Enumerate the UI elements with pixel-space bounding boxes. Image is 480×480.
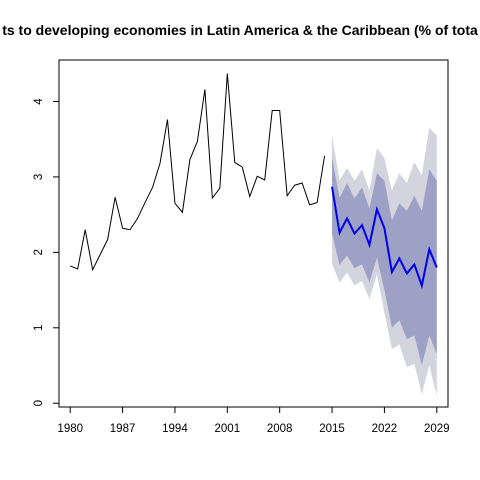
confidence-bands bbox=[332, 127, 437, 396]
series-lines bbox=[70, 73, 438, 290]
x-tick-label: 2022 bbox=[372, 423, 398, 435]
x-tick-label: 2008 bbox=[267, 423, 293, 435]
x-tick-label: 2001 bbox=[215, 423, 241, 435]
band-80 bbox=[332, 158, 437, 366]
x-axis: 1980 1987 1994 2001 2008 2015 2022 2029 bbox=[57, 406, 450, 435]
forecast-line bbox=[331, 186, 438, 290]
y-tick-label: 2 bbox=[33, 249, 45, 255]
y-tick-label: 1 bbox=[33, 325, 45, 331]
x-tick-label: 1994 bbox=[162, 423, 188, 435]
x-tick-label: 2015 bbox=[319, 423, 345, 435]
chart-title: ts to developing economies in Latin Amer… bbox=[2, 22, 478, 38]
y-tick-label: 0 bbox=[33, 400, 45, 406]
x-tick-label: 2029 bbox=[424, 423, 450, 435]
history-line bbox=[70, 73, 326, 272]
x-tick-label: 1980 bbox=[57, 423, 83, 435]
y-tick-label: 3 bbox=[33, 174, 45, 180]
y-axis: 0 1 2 3 4 bbox=[33, 98, 60, 406]
x-tick-label: 1987 bbox=[110, 423, 136, 435]
y-tick-label: 4 bbox=[33, 98, 45, 105]
